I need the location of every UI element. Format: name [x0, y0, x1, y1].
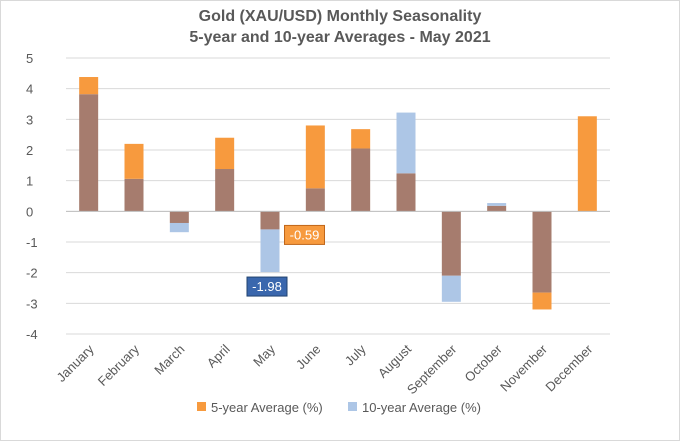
x-tick-label: November: [497, 341, 550, 394]
bar-overlap-may: [260, 211, 280, 230]
x-tick-label: August: [375, 341, 414, 380]
x-tick-label: June: [293, 342, 324, 373]
chart-subtitle: 5-year and 10-year Averages - May 2021: [189, 29, 491, 46]
bar-10yr-may: [260, 229, 280, 273]
bar-overlap-july: [351, 148, 371, 212]
bar-5yr-july: [351, 129, 371, 149]
x-tick-label: October: [461, 341, 505, 385]
bar-10yr-march: [169, 222, 189, 233]
bar-5yr-december: [577, 116, 597, 212]
y-tick-label: -2: [26, 266, 38, 281]
x-tick-label: December: [542, 341, 595, 394]
data-callout-box: [284, 224, 325, 245]
bar-overlap-november: [532, 211, 552, 293]
bar-10yr-september: [441, 275, 461, 302]
y-tick-label: -1: [26, 235, 38, 250]
x-tick-label: July: [342, 341, 369, 368]
data-callout-label: -0.59: [290, 227, 320, 242]
y-tick-label: 5: [26, 51, 33, 66]
bar-5yr-april: [215, 137, 235, 170]
bar-overlap-march: [169, 211, 189, 223]
x-tick-label: February: [95, 341, 143, 389]
x-tick-label: April: [204, 341, 233, 370]
legend-swatch-5yr: [197, 402, 206, 411]
bar-5yr-june: [305, 125, 325, 189]
bar-5yr-january: [79, 77, 99, 95]
bar-overlap-april: [215, 169, 235, 212]
y-tick-label: -4: [26, 327, 38, 342]
x-tick-label: January: [53, 341, 97, 385]
y-tick-label: 3: [26, 112, 33, 127]
legend-swatch-10yr: [348, 402, 357, 411]
bar-overlap-august: [396, 173, 416, 212]
bar-overlap-october: [487, 205, 507, 212]
y-tick-label: 1: [26, 174, 33, 189]
bar-10yr-october: [487, 203, 507, 206]
y-tick-label: 4: [26, 82, 33, 97]
bar-5yr-february: [124, 143, 144, 179]
bar-10yr-august: [396, 112, 416, 174]
y-tick-label: 0: [26, 204, 33, 219]
x-tick-label: September: [404, 341, 460, 397]
y-tick-label: -3: [26, 296, 38, 311]
data-callout-box: [246, 276, 288, 297]
bar-overlap-june: [305, 188, 325, 212]
bar-overlap-january: [79, 94, 99, 212]
bar-5yr-november: [532, 292, 552, 310]
chart-title: Gold (XAU/USD) Monthly Seasonality: [198, 8, 482, 25]
legend-label-10yr: 10-year Average (%): [362, 400, 481, 415]
legend-label-5yr: 5-year Average (%): [211, 400, 323, 415]
x-tick-label: May: [250, 341, 278, 369]
x-tick-label: March: [151, 342, 187, 378]
bar-overlap-september: [441, 211, 461, 276]
data-callout-label: -1.98: [252, 279, 282, 294]
y-tick-label: 2: [26, 143, 33, 158]
bar-overlap-february: [124, 178, 144, 212]
